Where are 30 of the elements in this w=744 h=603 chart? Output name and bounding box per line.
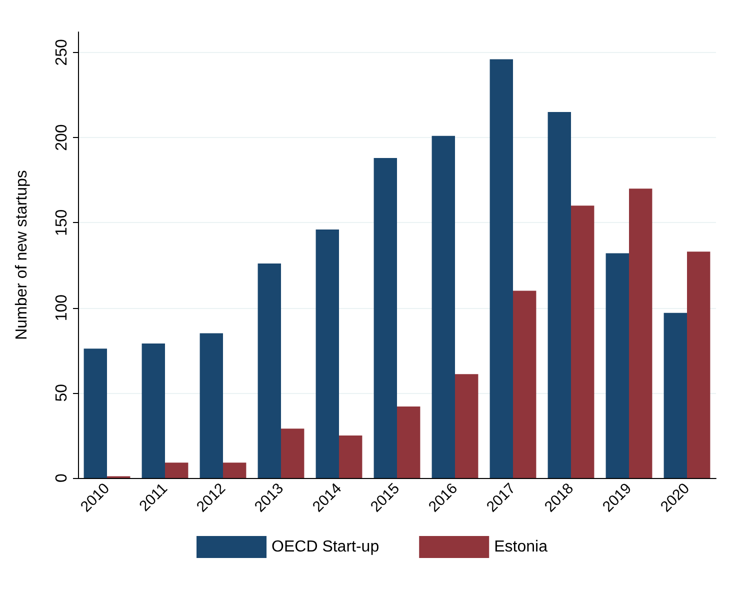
bar: [571, 206, 594, 478]
bar: [397, 406, 420, 478]
bar: [84, 348, 107, 478]
bar: [165, 462, 188, 478]
bar: [432, 136, 455, 478]
bar: [339, 435, 362, 478]
y-tick-label: 200: [54, 124, 70, 151]
bar: [606, 253, 629, 478]
bar: [687, 252, 710, 478]
y-tick-label: 0: [54, 473, 70, 482]
bar: [455, 374, 478, 478]
bar: [316, 229, 339, 478]
y-tick-label: 150: [54, 209, 70, 236]
y-tick-label: 100: [54, 294, 70, 322]
bar: [664, 312, 687, 478]
y-tick-label: 250: [54, 38, 70, 66]
bar: [513, 290, 536, 478]
bar: [629, 188, 652, 478]
y-axis-title: Number of new startups: [14, 170, 30, 340]
bar: [281, 428, 304, 478]
legend-label: Estonia: [494, 538, 548, 556]
bar: [548, 112, 571, 478]
bar: [374, 158, 397, 478]
bar: [223, 462, 246, 478]
legend-label: OECD Start-up: [272, 538, 380, 556]
bar: [142, 344, 165, 478]
y-tick-label: 50: [54, 384, 70, 402]
bar: [490, 59, 513, 478]
bar: [258, 264, 281, 478]
bar: [200, 333, 223, 478]
